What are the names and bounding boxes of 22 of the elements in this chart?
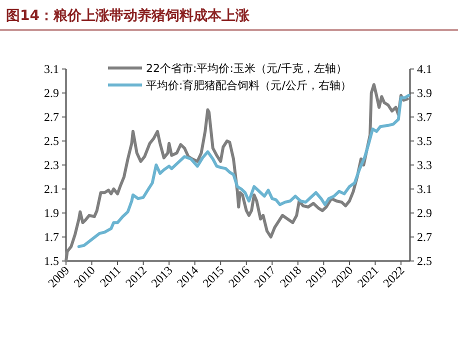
y2-tick-label: 3.7 xyxy=(417,110,432,124)
y2-tick-label: 2.9 xyxy=(417,206,432,220)
y-tick-label: 2.1 xyxy=(44,182,59,196)
y-tick-label: 1.9 xyxy=(44,206,59,220)
y-tick-label: 3.1 xyxy=(44,62,59,76)
legend-label: 22个省市:平均价:玉米（元/千克，左轴） xyxy=(146,62,348,75)
y2-tick-label: 4.1 xyxy=(417,62,432,76)
y-tick-label: 2.7 xyxy=(44,110,59,124)
legend-label: 平均价:育肥猪配合饲料（元/公斤，右轴） xyxy=(146,79,352,92)
y2-tick-label: 3.9 xyxy=(417,86,432,100)
y-tick-label: 2.3 xyxy=(44,158,59,172)
y-tick-label: 1.5 xyxy=(44,254,59,268)
y2-tick-label: 2.5 xyxy=(417,254,432,268)
y2-tick-label: 3.5 xyxy=(417,134,432,148)
y2-tick-label: 2.7 xyxy=(417,230,432,244)
y2-tick-label: 3.3 xyxy=(417,158,432,172)
y-tick-label: 1.7 xyxy=(44,230,59,244)
y2-tick-label: 3.1 xyxy=(417,182,432,196)
y-tick-label: 2.9 xyxy=(44,86,59,100)
chart-title: 图14：粮价上涨带动养猪饲料成本上涨 xyxy=(6,7,250,24)
y-tick-label: 2.5 xyxy=(44,134,59,148)
line-series xyxy=(77,94,410,248)
